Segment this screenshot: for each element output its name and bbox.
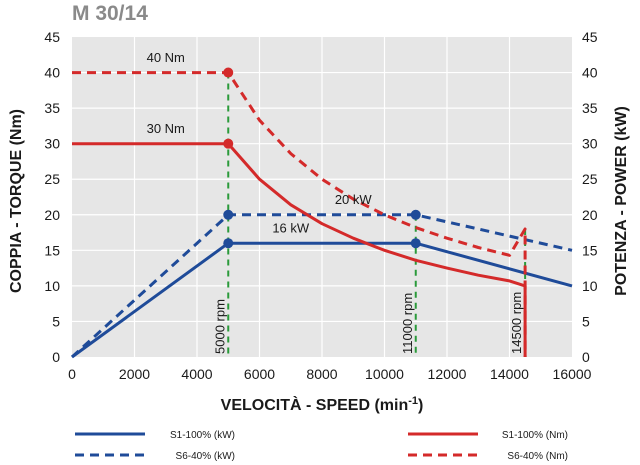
series-marker (410, 238, 421, 249)
y-tick-label-left: 15 (44, 242, 60, 258)
y-tick-label-right: 25 (582, 171, 598, 187)
y-tick-label-left: 35 (44, 100, 60, 116)
y-tick-label-left: 0 (52, 349, 60, 365)
series-line (72, 71, 527, 357)
series-markers (223, 67, 421, 249)
x-tick-label: 14000 (490, 366, 529, 382)
y-tick-label-left: 5 (52, 313, 60, 329)
y-tick-label-left: 30 (44, 136, 60, 152)
x-axis-ticks: 0 2000 4000 6000 8000 10000 12000 14000 16000 (68, 366, 592, 382)
series-marker (223, 138, 234, 149)
y-tick-label-right: 10 (582, 278, 598, 294)
x-tick-label: 8000 (306, 366, 337, 382)
series-line (72, 142, 527, 357)
y-tick-label-right: 5 (582, 313, 590, 329)
series-lines (70, 71, 573, 359)
series-marker (223, 67, 234, 78)
y-axis-left-title: COPPIA - TORQUE (Nm) (8, 109, 25, 293)
x-tick-label: 6000 (244, 366, 275, 382)
y-tick-label-left: 25 (44, 171, 60, 187)
x-axis-title-main: VELOCITÀ - SPEED (min (221, 395, 409, 414)
legend-label: S6-40% (kW) (176, 451, 235, 462)
y-axis-left-ticks: 0 5 10 15 20 25 30 35 40 45 (44, 29, 60, 365)
x-axis-title-end: ) (418, 397, 423, 414)
series-line (70, 213, 573, 359)
y-tick-label-left: 20 (44, 207, 60, 223)
y-tick-label-left: 45 (44, 29, 60, 45)
legend-label: S1-100% (Nm) (502, 430, 568, 441)
rpm-guide-label: 11000 rpm (400, 293, 415, 354)
value-annotation: 16 kW (272, 221, 310, 236)
rpm-guide-label: 14500 rpm (509, 292, 524, 354)
value-annotation: 20 kW (335, 192, 373, 207)
x-tick-label: 16000 (553, 366, 592, 382)
x-tick-label: 4000 (181, 366, 212, 382)
y-tick-label-right: 35 (582, 100, 598, 116)
x-axis-title: VELOCITÀ - SPEED (min-1) (221, 395, 424, 414)
value-annotation: 30 Nm (147, 121, 185, 136)
rpm-guide-label: 5000 rpm (212, 299, 227, 354)
y-tick-label-left: 40 (44, 65, 60, 81)
y-tick-label-right: 40 (582, 65, 598, 81)
x-tick-label: 2000 (119, 366, 150, 382)
x-tick-label: 0 (68, 366, 76, 382)
series-marker (223, 238, 234, 249)
y-tick-label-right: 30 (582, 136, 598, 152)
series-line (71, 241, 573, 359)
y-tick-label-right: 45 (582, 29, 598, 45)
legend-label: S1-100% (kW) (170, 430, 235, 441)
series-marker (223, 209, 234, 220)
chart-title: M 30/14 (72, 2, 148, 25)
y-axis-right-title: POTENZA - POWER (kW) (613, 106, 630, 296)
y-tick-label-right: 0 (582, 349, 590, 365)
x-tick-label: 10000 (365, 366, 404, 382)
y-tick-label-right: 20 (582, 207, 598, 223)
x-axis-title-superscript: -1 (408, 395, 418, 407)
x-tick-label: 12000 (428, 366, 467, 382)
y-axis-right-ticks: 0 5 10 15 20 25 30 35 40 45 (582, 29, 598, 365)
y-tick-label-right: 15 (582, 242, 598, 258)
legend: S1-100% (kW) S1-100% (Nm) S6-40% (kW) S6-40… (75, 430, 568, 462)
annotations: 40 Nm 30 Nm 20 kW 16 kW (147, 50, 373, 236)
legend-label: S6-40% (Nm) (507, 451, 568, 462)
y-tick-label-left: 10 (44, 278, 60, 294)
value-annotation: 40 Nm (147, 50, 185, 65)
series-marker (410, 209, 421, 220)
